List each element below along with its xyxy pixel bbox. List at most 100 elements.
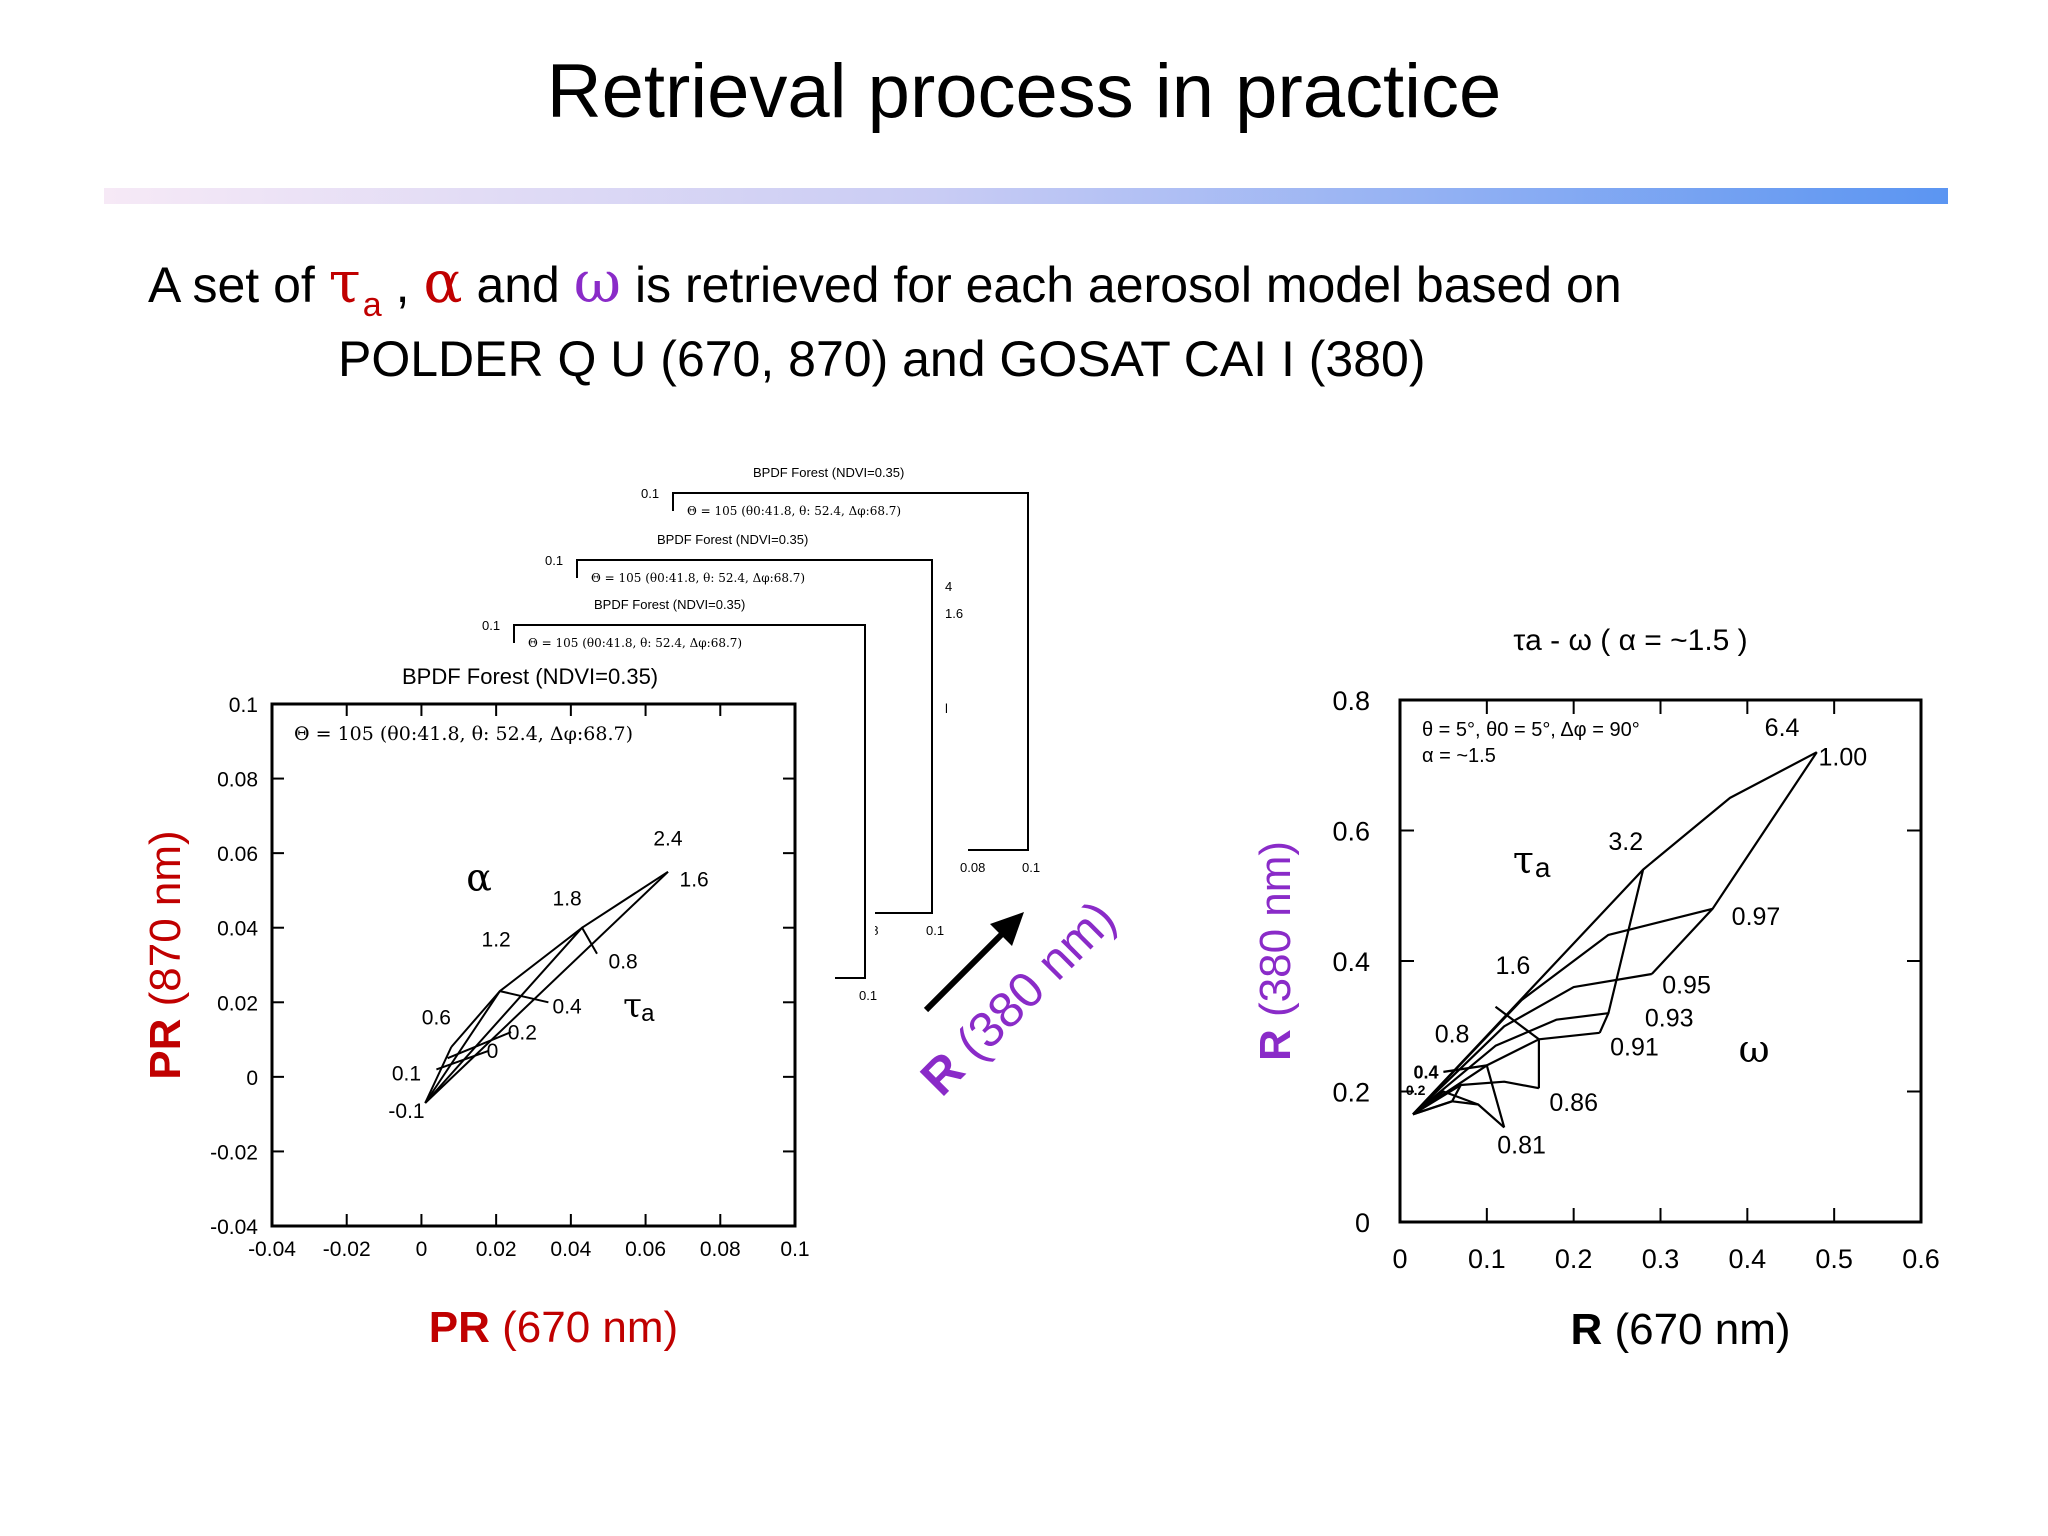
panel-frame xyxy=(672,492,1029,851)
data-label: -0.1 xyxy=(388,1100,424,1123)
x-tick-label: 0.2 xyxy=(1555,1244,1593,1274)
panel-tick-label: 0.08 xyxy=(960,860,985,875)
x-axis-label: PR (670 nm) xyxy=(429,1303,678,1352)
alpha-line xyxy=(424,927,583,1104)
omega-curve xyxy=(1412,907,1713,1116)
y-tick-label: 0.8 xyxy=(1332,686,1370,716)
panel-frame xyxy=(513,624,866,979)
tau-line xyxy=(1412,1090,1479,1116)
y-tick-label: 0.08 xyxy=(217,769,258,792)
data-label: 0.93 xyxy=(1645,1004,1694,1032)
data-label: 2.4 xyxy=(653,828,683,851)
data-label: 0.8 xyxy=(609,951,638,974)
y-tick-label: 0.4 xyxy=(1332,947,1370,977)
tau-symbol: τ xyxy=(1513,838,1534,882)
x-tick-label: 0 xyxy=(1392,1244,1407,1274)
omega-symbol: ω xyxy=(573,248,622,316)
x-tick-label: -0.02 xyxy=(323,1238,371,1261)
x-tick-label: 0.06 xyxy=(625,1238,666,1261)
x-tick-label: 0.6 xyxy=(1902,1244,1940,1274)
panel-tick-label: 0.1 xyxy=(926,923,944,938)
data-label: 0.1 xyxy=(392,1063,421,1086)
plot-backdrop xyxy=(202,654,835,1266)
y-tick-label: 0.02 xyxy=(217,992,258,1015)
panel-fragment-label: 4 xyxy=(945,579,952,594)
data-label: 0.4 xyxy=(553,995,583,1018)
omega-curve xyxy=(1412,751,1818,1116)
y-tick-label: 0.2 xyxy=(1332,1078,1370,1108)
panel-frame xyxy=(576,559,933,914)
x-axis-label-bold: PR xyxy=(429,1303,490,1352)
x-tick-label: 0.3 xyxy=(1642,1244,1680,1274)
tau-line xyxy=(1650,751,1818,975)
plot-frame xyxy=(270,702,797,1228)
data-label: 0.2 xyxy=(1406,1082,1426,1098)
alpha-line xyxy=(424,871,669,1104)
y-axis-label: R (380 nm) xyxy=(1251,841,1300,1061)
panel-annotation: Θ = 105 (θ0:41.8, θ: 52.4, Δφ:68.7) xyxy=(528,636,742,650)
panel-fragment-label: 1.6 xyxy=(945,606,963,621)
data-label: 1.00 xyxy=(1819,743,1868,771)
data-label: 0.91 xyxy=(1610,1034,1659,1062)
data-label: 0.95 xyxy=(1662,972,1711,1000)
arrow-head xyxy=(990,912,1024,946)
subtitle-text-1: A set of xyxy=(148,257,329,313)
data-label: 1.8 xyxy=(553,887,582,910)
data-label: 0 xyxy=(487,1040,499,1063)
y-tick-label: -0.02 xyxy=(210,1141,258,1164)
data-label: 1.6 xyxy=(1496,952,1531,980)
chart-title: τa - ω ( α = ~1.5 ) xyxy=(1513,624,1747,657)
panel-annotation: Θ = 105 (θ0:41.8, θ: 52.4, Δφ:68.7) xyxy=(591,571,805,585)
tau-symbol: τ xyxy=(328,248,361,316)
subtitle-text-4: is retrieved for each aerosol model base… xyxy=(621,257,1622,313)
x-axis-label-rest: (670 nm) xyxy=(490,1303,678,1352)
y-axis-label-bold: PR xyxy=(141,1019,190,1080)
y-tick-label: -0.04 xyxy=(210,1216,258,1239)
y-axis-label-rest: (870 nm) xyxy=(141,830,190,1018)
panel-tick-label: 0.1 xyxy=(545,553,563,568)
subtitle-line-2: POLDER Q U (670, 870) and GOSAT CAI I (3… xyxy=(338,331,1426,387)
omega-curve xyxy=(1412,1080,1540,1116)
y-tick-label: 0.1 xyxy=(229,694,258,717)
y-axis-label-rest: (380 nm) xyxy=(1251,841,1300,1029)
panel-tick-label: 0.1 xyxy=(859,988,877,1003)
chart-annotation: α = ~1.5 xyxy=(1422,745,1496,767)
subtitle-text-3: and xyxy=(462,257,574,313)
data-label: 0.2 xyxy=(508,1022,537,1045)
data-label: 0.81 xyxy=(1497,1131,1546,1159)
x-tick-label: 0.5 xyxy=(1815,1244,1853,1274)
subtitle-text-2: , xyxy=(381,257,424,313)
data-label: 3.2 xyxy=(1608,828,1643,856)
tau-line xyxy=(1494,1005,1541,1089)
x-tick-label: 0 xyxy=(416,1238,428,1261)
panel-tick-label: 0.1 xyxy=(641,486,659,501)
subtitle-line-1: A set of τa , α and ω is retrieved for e… xyxy=(148,248,1622,325)
data-label: 6.4 xyxy=(1765,714,1800,742)
alpha-line xyxy=(424,990,501,1104)
y-axis-label: PR (870 nm) xyxy=(141,830,190,1079)
panel-title: BPDF Forest (NDVI=0.35) xyxy=(657,532,808,547)
tau-line xyxy=(436,1049,490,1071)
tau-line xyxy=(581,870,669,929)
x-tick-label: 0.08 xyxy=(700,1238,741,1261)
omega-curve xyxy=(1412,1031,1600,1116)
alpha-symbol: α xyxy=(423,248,463,316)
y-tick-label: 0.06 xyxy=(217,843,258,866)
panel-annotation: Θ = 105 (θ0:41.8, θ: 52.4, Δφ:68.7) xyxy=(687,504,901,518)
arrow-shaft xyxy=(923,925,1011,1013)
panel-tick-label: 0.1 xyxy=(482,618,500,633)
tau-line xyxy=(447,1031,512,1060)
data-label: 1.6 xyxy=(680,869,709,892)
tau-subscript: a xyxy=(1535,852,1551,883)
tau-line xyxy=(1443,1064,1506,1128)
data-label: 0.8 xyxy=(1435,1021,1470,1049)
alpha-line xyxy=(424,1046,453,1104)
y-tick-label: 0 xyxy=(1355,1208,1370,1238)
data-label: 0.86 xyxy=(1549,1089,1598,1117)
x-tick-label: -0.04 xyxy=(248,1238,296,1261)
x-axis-label: R (670 nm) xyxy=(1570,1305,1790,1354)
polarized-reflectance-chart: -0.04 -0.02 0 0.02 0.04 0.06 0.08 0.1 0.1 0.08 0.0… xyxy=(141,654,835,1352)
plot-frame xyxy=(1398,698,1923,1224)
